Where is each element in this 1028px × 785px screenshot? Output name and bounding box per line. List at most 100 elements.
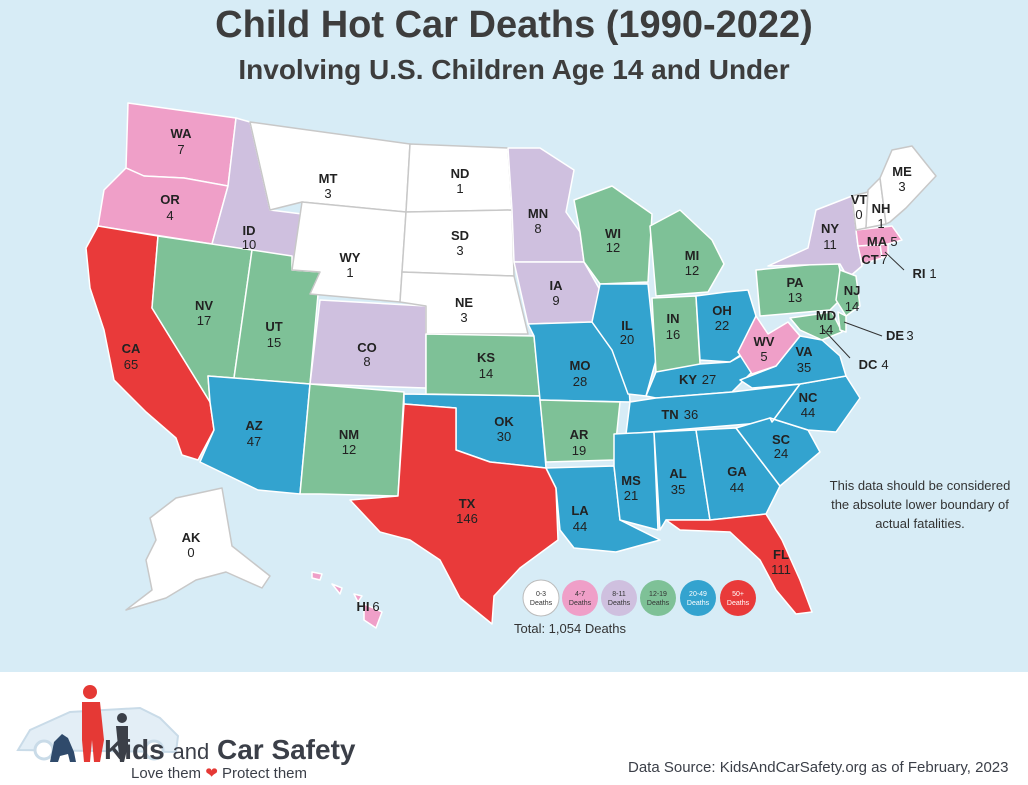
label-MI-count: 12 xyxy=(685,263,699,278)
legend-swatch-8-11 xyxy=(601,580,637,616)
car-wheel-icon xyxy=(33,739,55,761)
legend-range-4-7: 4-7 xyxy=(575,591,585,598)
label-IA-count: 9 xyxy=(552,293,559,308)
label-NE-abbr: NE xyxy=(455,295,473,310)
label-CO-count: 8 xyxy=(363,354,370,369)
state-NJ[interactable] xyxy=(835,269,861,317)
state-MI[interactable] xyxy=(649,209,725,297)
label-NY-count: 11 xyxy=(823,237,837,252)
label-PA-count: 13 xyxy=(788,290,802,305)
label-ND-count: 1 xyxy=(456,181,463,196)
state-HI[interactable] xyxy=(311,571,383,629)
legend-range-12-19: 12-19 xyxy=(649,591,667,598)
label-IL-count: 20 xyxy=(620,332,634,347)
legend-unit-50-plus: Deaths xyxy=(727,600,750,607)
label-AR-count: 19 xyxy=(572,443,586,458)
label-MO-count: 28 xyxy=(573,374,587,389)
label-WY-abbr: WY xyxy=(340,250,361,265)
label-MT-abbr: MT xyxy=(319,171,338,186)
label-NV-count: 17 xyxy=(197,313,211,328)
label-NJ-abbr: NJ xyxy=(844,283,861,298)
state-NM[interactable] xyxy=(299,383,405,497)
label-WV-abbr: WV xyxy=(754,334,775,349)
legend-unit-8-11: Deaths xyxy=(608,600,631,607)
label-NM-abbr: NM xyxy=(339,427,359,442)
state-MA[interactable] xyxy=(855,225,903,247)
label-MO-abbr: MO xyxy=(570,358,591,373)
state-ME[interactable] xyxy=(879,145,937,225)
label-ME-abbr: ME xyxy=(892,164,912,179)
state-SC[interactable] xyxy=(735,417,821,487)
label-MS-abbr: MS xyxy=(621,473,641,488)
total-deaths: Total: 1,054 Deaths xyxy=(514,621,627,636)
label-WY-count: 1 xyxy=(346,265,353,280)
legend-range-8-11: 8-11 xyxy=(612,591,626,598)
adult-figure-icon xyxy=(82,702,104,762)
brand-name: Kids and Car Safety xyxy=(104,734,355,766)
label-AL-abbr: AL xyxy=(669,466,686,481)
heart-icon: ❤ xyxy=(205,765,218,782)
label-LA-count: 44 xyxy=(573,519,587,534)
state-FL[interactable] xyxy=(665,513,813,615)
label-CA-abbr: CA xyxy=(122,341,141,356)
label-IA-abbr: IA xyxy=(550,278,564,293)
label-ND-abbr: ND xyxy=(451,166,470,181)
label-PA-abbr: PA xyxy=(786,275,804,290)
label-MD-abbr: MD xyxy=(816,308,836,323)
label-AZ-abbr: AZ xyxy=(245,418,262,433)
label-VT-count: 0 xyxy=(855,207,862,222)
us-map: WA 7 OR 4 CA 65 ID 10 NV 17 UT 15 AZ 47 … xyxy=(85,102,937,629)
state-KS[interactable] xyxy=(425,333,541,397)
label-NC-count: 44 xyxy=(801,405,815,420)
state-WV[interactable] xyxy=(737,315,801,375)
legend-unit-4-7: Deaths xyxy=(569,600,592,607)
page-subtitle: Involving U.S. Children Age 14 and Under xyxy=(238,54,790,85)
label-WI-abbr: WI xyxy=(605,226,621,241)
label-DE-count: 3 xyxy=(906,328,913,343)
label-AK-abbr: AK xyxy=(182,530,201,545)
label-SD-count: 3 xyxy=(456,243,463,258)
adult-head-icon xyxy=(83,685,97,699)
leader-lines xyxy=(821,251,905,359)
label-LA-abbr: LA xyxy=(571,503,589,518)
brand-logo xyxy=(16,685,180,762)
label-SC-abbr: SC xyxy=(772,432,791,447)
legend-unit-12-19: Deaths xyxy=(647,600,670,607)
label-IN-abbr: IN xyxy=(667,311,680,326)
label-RI-abbr: RI xyxy=(913,266,926,281)
label-IN-count: 16 xyxy=(666,327,680,342)
label-SC-count: 24 xyxy=(774,446,788,461)
state-WI[interactable] xyxy=(573,185,653,285)
label-ME-count: 3 xyxy=(898,179,905,194)
label-ID-count: 10 xyxy=(242,237,256,252)
label-NH-count: 1 xyxy=(877,216,884,231)
state-GA[interactable] xyxy=(695,427,781,521)
label-DC-count: 4 xyxy=(881,357,888,372)
label-OR-count: 4 xyxy=(166,208,173,223)
state-TX[interactable] xyxy=(349,403,559,625)
label-CT-count: 7 xyxy=(880,252,887,267)
label-IL-abbr: IL xyxy=(621,318,633,333)
label-HI-count: 6 xyxy=(372,599,379,614)
label-MT-count: 3 xyxy=(324,186,331,201)
dog-icon xyxy=(50,734,76,762)
state-AK[interactable] xyxy=(125,487,271,611)
state-MS[interactable] xyxy=(613,431,659,531)
label-OK-count: 30 xyxy=(497,429,511,444)
label-AZ-count: 47 xyxy=(247,434,261,449)
label-OR-abbr: OR xyxy=(160,192,180,207)
label-MN-count: 8 xyxy=(534,221,541,236)
label-MN-abbr: MN xyxy=(528,206,548,221)
legend-range-50-plus: 50+ xyxy=(732,591,744,598)
brand-car-safety: Car Safety xyxy=(216,734,356,765)
state-MN[interactable] xyxy=(507,147,585,263)
label-SD-abbr: SD xyxy=(451,228,469,243)
brand-tagline: Love them ❤ Protect them xyxy=(131,764,307,782)
legend-swatch-50-plus xyxy=(720,580,756,616)
state-IL[interactable] xyxy=(591,283,657,397)
state-MD[interactable] xyxy=(789,311,843,341)
state-DE[interactable] xyxy=(837,311,847,333)
label-NV-abbr: NV xyxy=(195,298,213,313)
label-UT-count: 15 xyxy=(267,335,281,350)
label-NH-abbr: NH xyxy=(872,201,891,216)
